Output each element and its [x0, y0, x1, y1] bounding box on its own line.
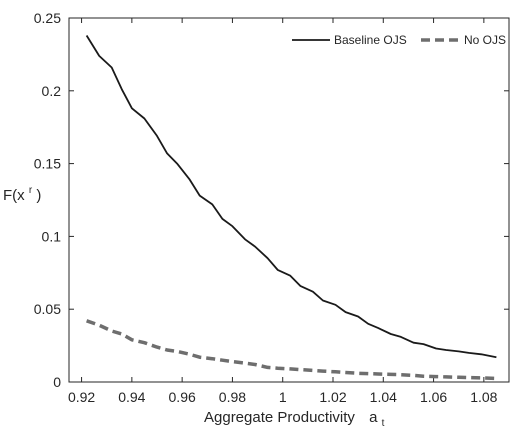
legend-label-no-ojs: No OJS	[464, 33, 506, 47]
x-axis-label-symbol: a	[369, 409, 378, 426]
x-tick-label: 1.02	[319, 389, 346, 405]
series-layer	[85, 35, 497, 381]
y-tick-label: 0.2	[42, 83, 62, 99]
series-line-baseline-ojs	[85, 35, 497, 359]
x-tick-label: 1.04	[370, 389, 397, 405]
y-axis-label-close: )	[36, 187, 41, 204]
x-tick-label: 0.98	[219, 389, 246, 405]
y-tick-label: 0.05	[34, 301, 61, 317]
plot-area	[69, 18, 509, 382]
legend: Baseline OJS No OJS	[292, 33, 506, 47]
y-axis-label: F(x r )	[3, 180, 41, 204]
y-tick-label: 0.25	[34, 10, 61, 26]
y-axis-label-superscript: r	[29, 185, 33, 196]
y-axis-label-text: F(x	[3, 187, 25, 204]
legend-label-baseline-ojs: Baseline OJS	[334, 33, 407, 47]
y-tick-label: 0.15	[34, 156, 61, 172]
series-line-no-ojs	[86, 319, 497, 381]
x-axis-label: Aggregate Productivity a t	[204, 409, 385, 428]
x-tick-label: 0.92	[68, 389, 95, 405]
x-tick-label: 1.06	[420, 389, 447, 405]
y-axis-ticks: 0 0.05 0.1 0.15 0.2 0.25	[34, 10, 509, 390]
y-tick-label: 0.1	[42, 228, 62, 244]
y-tick-label: 0	[53, 374, 61, 390]
plot-frame	[68, 17, 510, 383]
x-axis-ticks: 0.92 0.94 0.96 0.98 1 1.02 1.04 1.06 1.08	[68, 18, 498, 405]
x-tick-label: 0.96	[169, 389, 196, 405]
x-tick-label: 1	[279, 389, 287, 405]
x-tick-label: 1.08	[470, 389, 497, 405]
x-axis-label-subscript: t	[382, 418, 385, 428]
x-axis-label-text: Aggregate Productivity	[204, 409, 355, 426]
x-tick-label: 0.94	[118, 389, 145, 405]
